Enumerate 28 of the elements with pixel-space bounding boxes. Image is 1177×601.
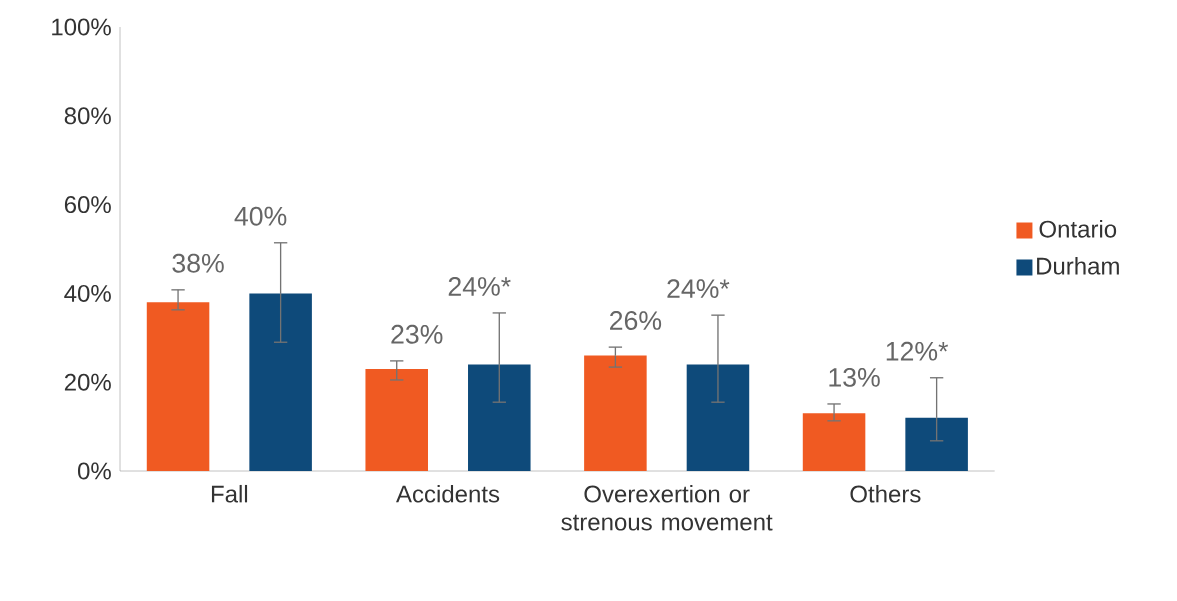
data-label: 24%* <box>667 279 730 298</box>
y-tick-label: 100% <box>52 18 111 36</box>
y-tick-label: 0% <box>77 462 111 480</box>
bar <box>365 368 428 471</box>
bar <box>686 364 750 471</box>
bar <box>468 364 531 471</box>
data-label: 12%* <box>886 341 949 361</box>
x-tick-label: Others <box>850 484 921 503</box>
x-tick-label: Overexertion or strenous movement <box>561 484 773 531</box>
bar <box>802 413 866 471</box>
data-label: 24%* <box>448 277 511 296</box>
data-label: 13% <box>829 367 880 387</box>
y-tick-label: 60% <box>64 196 111 214</box>
bar <box>146 302 210 471</box>
data-label: 26% <box>610 311 662 330</box>
legend-label: Ontario <box>1039 220 1117 238</box>
bar <box>905 417 968 471</box>
data-label: 38% <box>172 253 224 273</box>
data-label: 23% <box>391 324 443 344</box>
bar <box>584 355 647 471</box>
x-tick-label: Fall <box>211 484 248 503</box>
bar <box>249 293 312 471</box>
y-tick-label: 80% <box>64 107 111 125</box>
y-tick-label: 40% <box>64 284 111 302</box>
x-tick-label: Accidents <box>396 484 500 503</box>
legend-label: Durham <box>1037 256 1119 275</box>
data-label: 40% <box>234 206 287 226</box>
y-tick-label: 20% <box>64 373 111 391</box>
